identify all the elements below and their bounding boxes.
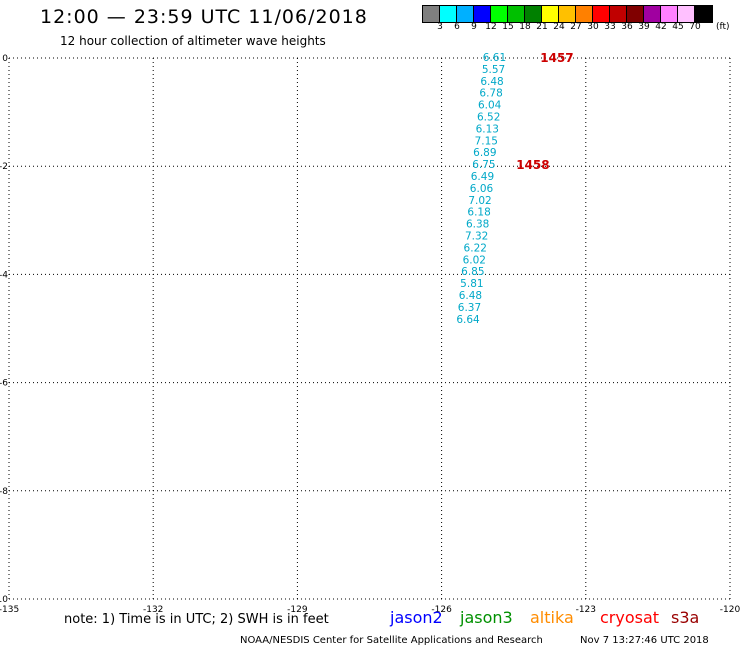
legend-label: 12 xyxy=(485,22,497,32)
wave-height-value: 6.78 xyxy=(479,88,502,100)
satellite-label-s3a: s3a xyxy=(671,608,700,627)
legend-swatch xyxy=(695,6,712,22)
legend-swatch xyxy=(457,6,474,22)
credit-text: NOAA/NESDIS Center for Satellite Applica… xyxy=(240,635,543,646)
x-tick-label: -132 xyxy=(143,605,163,615)
wave-height-value: 6.37 xyxy=(458,302,481,314)
wave-height-value: 6.89 xyxy=(473,147,496,159)
legend-swatch xyxy=(474,6,491,22)
legend-label: 6 xyxy=(454,22,460,32)
x-tick-label: -120 xyxy=(720,605,740,615)
x-tick-label: -126 xyxy=(431,605,452,615)
legend-swatch xyxy=(542,6,559,22)
satellite-label-cryosat: cryosat xyxy=(600,608,660,627)
legend-swatch xyxy=(491,6,508,22)
satellite-label-jason3: jason3 xyxy=(460,608,513,627)
wave-height-value: 6.22 xyxy=(464,242,487,254)
y-tick-label: -6 xyxy=(0,379,8,389)
wave-height-value: 6.38 xyxy=(466,219,489,231)
wave-height-value: 6.48 xyxy=(480,76,503,88)
legend-label: 21 xyxy=(536,22,548,32)
legend-swatch xyxy=(440,6,457,22)
legend-label: 33 xyxy=(604,22,616,32)
legend-swatch xyxy=(593,6,610,22)
legend-label: 36 xyxy=(621,22,633,32)
legend-swatch xyxy=(559,6,576,22)
legend-label: 3 xyxy=(437,22,443,32)
generated-timestamp: Nov 7 13:27:46 UTC 2018 xyxy=(580,635,709,646)
legend-label: 15 xyxy=(502,22,514,32)
legend-swatch xyxy=(525,6,542,22)
legend-swatch xyxy=(644,6,661,22)
wave-height-value: 7.15 xyxy=(475,135,498,147)
legend-label: 24 xyxy=(553,22,565,32)
legend-label: 39 xyxy=(638,22,650,32)
legend-swatch xyxy=(508,6,525,22)
y-tick-label: -4 xyxy=(0,270,8,280)
map-subtitle: 12 hour collection of altimeter wave hei… xyxy=(60,34,326,48)
wave-height-value: 6.48 xyxy=(459,290,482,302)
wave-height-value: 6.04 xyxy=(478,100,502,112)
wave-height-value: 6.06 xyxy=(470,183,494,195)
wave-height-value: 5.57 xyxy=(482,64,505,76)
legend-swatch xyxy=(610,6,627,22)
wave-height-value: 6.61 xyxy=(483,52,506,64)
satellite-label-altika: altika xyxy=(530,608,574,627)
legend-swatch xyxy=(627,6,644,22)
wave-height-value: 6.75 xyxy=(472,159,495,171)
x-tick-label: -123 xyxy=(576,605,596,615)
x-tick-label: -135 xyxy=(0,605,19,615)
wave-height-value: 7.02 xyxy=(468,195,491,207)
legend-label: 42 xyxy=(655,22,667,32)
legend-swatch xyxy=(661,6,678,22)
x-tick-label: -129 xyxy=(287,605,308,615)
wave-height-value: 6.64 xyxy=(456,314,480,326)
wave-height-value: 6.49 xyxy=(471,171,494,183)
wave-height-value: 5.81 xyxy=(460,278,483,290)
time-marker: 1458 xyxy=(516,158,549,172)
color-legend xyxy=(422,5,713,23)
y-tick-label: -10 xyxy=(0,595,8,605)
legend-swatch xyxy=(678,6,695,22)
legend-label: 70 xyxy=(689,22,701,32)
y-tick-label: 0 xyxy=(2,54,8,64)
wave-height-value: 6.02 xyxy=(463,254,486,266)
legend-label: 30 xyxy=(587,22,599,32)
time-marker: 1457 xyxy=(540,51,573,65)
map-title: 12:00 — 23:59 UTC 11/06/2018 xyxy=(40,6,368,28)
wave-height-value: 6.52 xyxy=(477,112,500,124)
y-tick-label: -8 xyxy=(0,487,8,497)
legend-unit: (ft) xyxy=(716,22,730,32)
legend-label: 27 xyxy=(570,22,582,32)
legend-swatch xyxy=(576,6,593,22)
wave-height-value: 7.32 xyxy=(465,231,488,243)
legend-label: 45 xyxy=(672,22,684,32)
wave-height-value: 6.13 xyxy=(476,123,499,135)
footnote: note: 1) Time is in UTC; 2) SWH is in fe… xyxy=(64,612,329,627)
legend-swatch xyxy=(423,6,440,22)
wave-height-value: 6.18 xyxy=(467,207,490,219)
wave-height-value: 6.85 xyxy=(461,266,484,278)
legend-label: 9 xyxy=(471,22,477,32)
y-tick-label: -2 xyxy=(0,162,8,172)
satellite-label-jason2: jason2 xyxy=(390,608,443,627)
legend-label: 18 xyxy=(519,22,531,32)
